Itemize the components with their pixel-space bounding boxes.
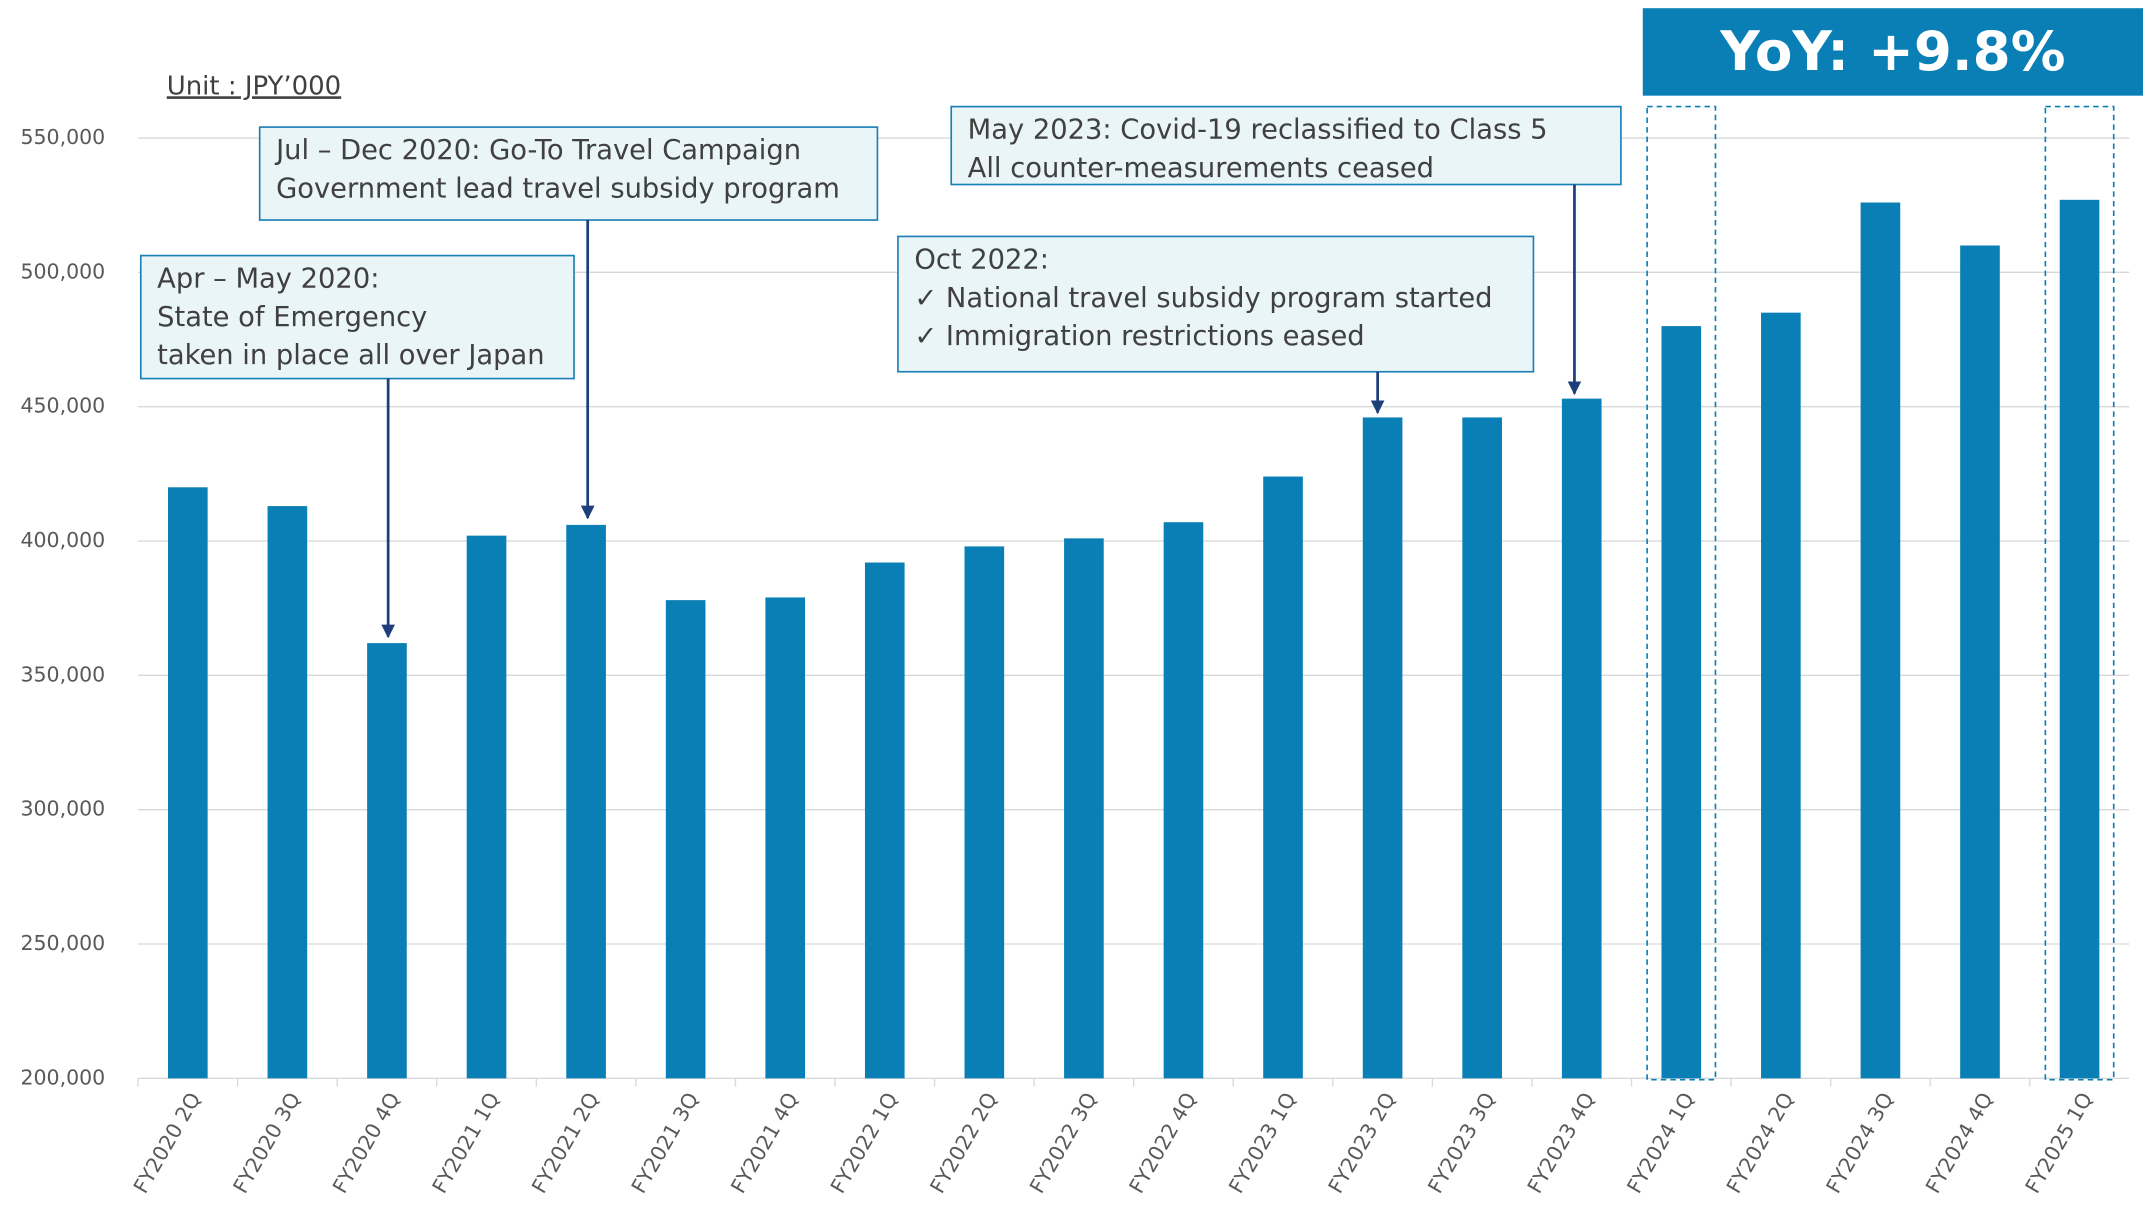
y-tick-label: 350,000 [20,662,105,686]
y-tick-label: 450,000 [20,394,105,418]
x-tick-label: FY2021 1Q [427,1088,504,1197]
bar [1362,417,1403,1079]
x-tick-label: FY2022 1Q [826,1088,903,1197]
annotation-text: May 2023: Covid-19 reclassified to Class… [968,115,1548,146]
x-tick-label: FY2021 2Q [527,1088,604,1197]
bar [566,524,606,1079]
bar [1064,538,1104,1079]
bar [1163,522,1204,1079]
annotation-box [897,235,1535,373]
unit-label: Unit : JPY’000 [167,71,341,101]
bar [964,546,1005,1079]
bar [765,597,806,1079]
annotation-text: Jul – Dec 2020: Go-To Travel Campaign [274,135,801,166]
x-tick-label: FY2024 2Q [1722,1088,1799,1197]
x-tick-label: FY2023 3Q [1423,1088,1500,1197]
y-tick-label: 300,000 [20,797,105,821]
bar [2059,199,2100,1079]
y-tick-label: 200,000 [20,1065,105,1089]
bar [1761,312,1801,1079]
bar [864,562,905,1079]
highlight-box [1646,105,1717,1081]
annotation-box [139,254,575,380]
annotation-text: State of Emergency [157,302,427,333]
x-tick-label: FY2024 4Q [1921,1088,1998,1197]
x-tick-label: FY2024 1Q [1622,1088,1699,1197]
annotation-text: All counter-measurements ceased [968,153,1434,184]
x-tick-label: FY2023 1Q [1224,1088,1301,1197]
x-tick-label: FY2022 4Q [1124,1088,1201,1197]
annotation-text: ✓ National travel subsidy program starte… [914,283,1492,314]
y-tick-label: 250,000 [20,931,105,955]
bar [1263,476,1303,1079]
x-tick-label: FY2023 4Q [1523,1088,1600,1197]
bar [466,535,507,1079]
bar [168,487,208,1079]
bar [665,600,706,1079]
x-tick-label: FY2020 2Q [129,1088,206,1197]
x-tick-label: FY2022 3Q [1025,1088,1102,1197]
y-tick-label: 400,000 [20,528,105,552]
bar [267,506,308,1079]
x-tick-label: FY2020 4Q [328,1088,405,1197]
headline: YoY: +9.8% [1719,19,2065,83]
annotation-text: taken in place all over Japan [157,340,544,371]
annotation-text: ✓ Immigration restrictions eased [914,321,1364,352]
headline-box [1642,8,2143,96]
bar [367,643,407,1079]
annotation-text: Apr – May 2020: [157,264,379,295]
annotation-box [258,126,879,221]
x-tick-label: FY2020 3Q [228,1088,305,1197]
bar [1661,326,1702,1079]
x-tick-label: FY2021 3Q [626,1088,703,1197]
x-tick-label: FY2025 1Q [2020,1088,2097,1197]
annotation-box [950,105,1622,186]
x-tick-label: FY2024 3Q [1821,1088,1898,1197]
y-tick-label: 500,000 [20,259,105,283]
bar [1860,202,1901,1079]
bar [1561,398,1602,1079]
x-tick-label: FY2021 4Q [726,1088,803,1197]
bar [1462,417,1502,1079]
x-tick-label: FY2022 2Q [925,1088,1002,1197]
x-tick-label: FY2023 2Q [1323,1088,1400,1197]
bar [1960,245,2000,1079]
annotation-text: Government lead travel subsidy program [276,173,840,204]
y-tick-label: 550,000 [20,125,105,149]
annotation-text: Oct 2022: [914,245,1049,276]
